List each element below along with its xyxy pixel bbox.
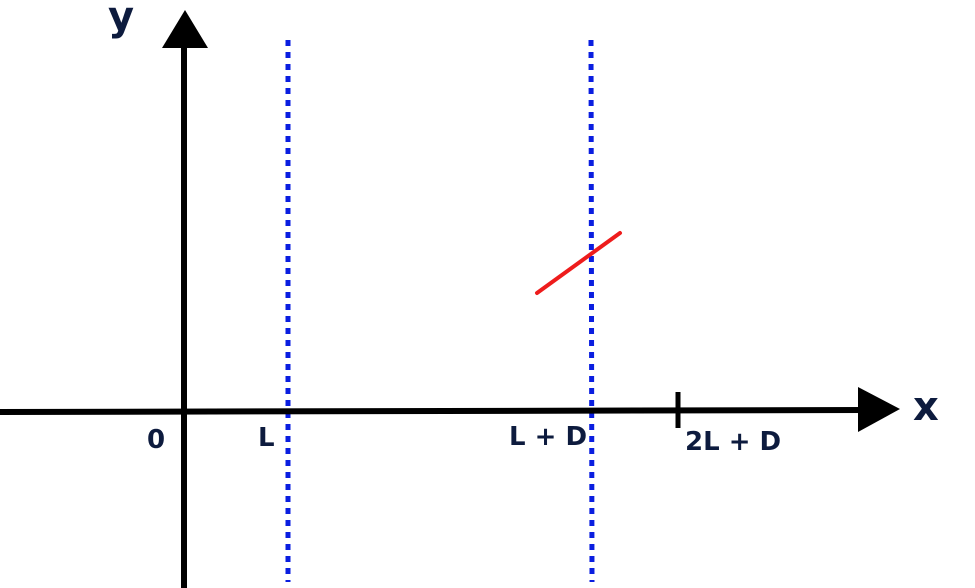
x-axis-arrowhead (858, 387, 900, 432)
tick-label-2l-plus-d: 2L + D (685, 427, 781, 457)
y-axis-label: y (108, 0, 134, 40)
boundary-line-l-plus-d (588, 39, 595, 583)
x-axis-label: x (913, 384, 939, 430)
tick-label-l-plus-d: L + D (509, 422, 587, 452)
tick-label-l: L (258, 423, 275, 453)
red-segment (535, 231, 622, 295)
x-axis-line (0, 407, 867, 415)
tick-label-origin: 0 (147, 425, 165, 455)
y-axis-arrowhead (162, 10, 208, 48)
